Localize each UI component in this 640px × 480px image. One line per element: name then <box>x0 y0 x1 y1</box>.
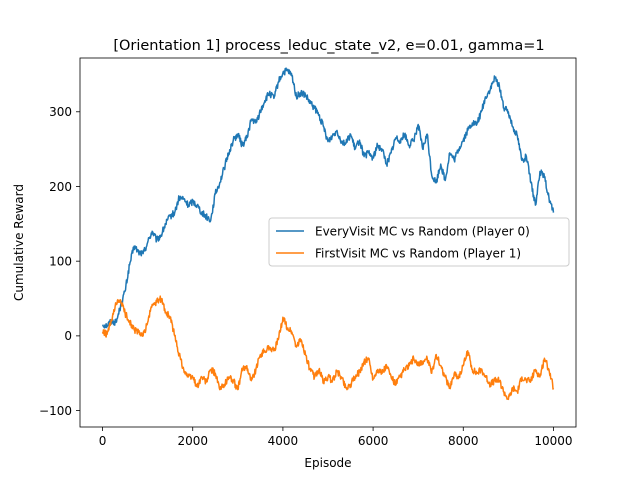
chart-title: [Orientation 1] process_leduc_state_v2, … <box>113 38 544 54</box>
x-tick-label: 10000 <box>534 434 572 448</box>
x-tick-label: 8000 <box>448 434 479 448</box>
x-tick-label: 6000 <box>358 434 389 448</box>
x-tick-label: 4000 <box>268 434 299 448</box>
series-layer <box>101 67 555 401</box>
x-tick-label: 2000 <box>177 434 208 448</box>
legend-label-firstvisit: FirstVisit MC vs Random (Player 1) <box>315 247 521 261</box>
y-tick-label: 300 <box>49 105 72 119</box>
x-axis-label: Episode <box>304 456 351 470</box>
legend-label-everyvisit: EveryVisit MC vs Random (Player 0) <box>315 225 530 239</box>
x-tick-label: 0 <box>99 434 107 448</box>
legend-box <box>268 217 570 267</box>
plot-frame <box>79 57 577 428</box>
legend: EveryVisit MC vs Random (Player 0) First… <box>268 217 570 267</box>
series-line-0 <box>101 67 555 329</box>
y-axis-label: Cumulative Reward <box>12 184 26 301</box>
y-tick-label: 100 <box>49 254 72 268</box>
series-line-1 <box>101 295 555 401</box>
y-tick-label: −100 <box>39 404 72 418</box>
x-axis: 0 2000 4000 6000 8000 10000 <box>99 427 573 448</box>
y-axis: −100 0 100 200 300 <box>39 105 80 418</box>
y-tick-label: 0 <box>64 329 72 343</box>
y-tick-label: 200 <box>49 180 72 194</box>
